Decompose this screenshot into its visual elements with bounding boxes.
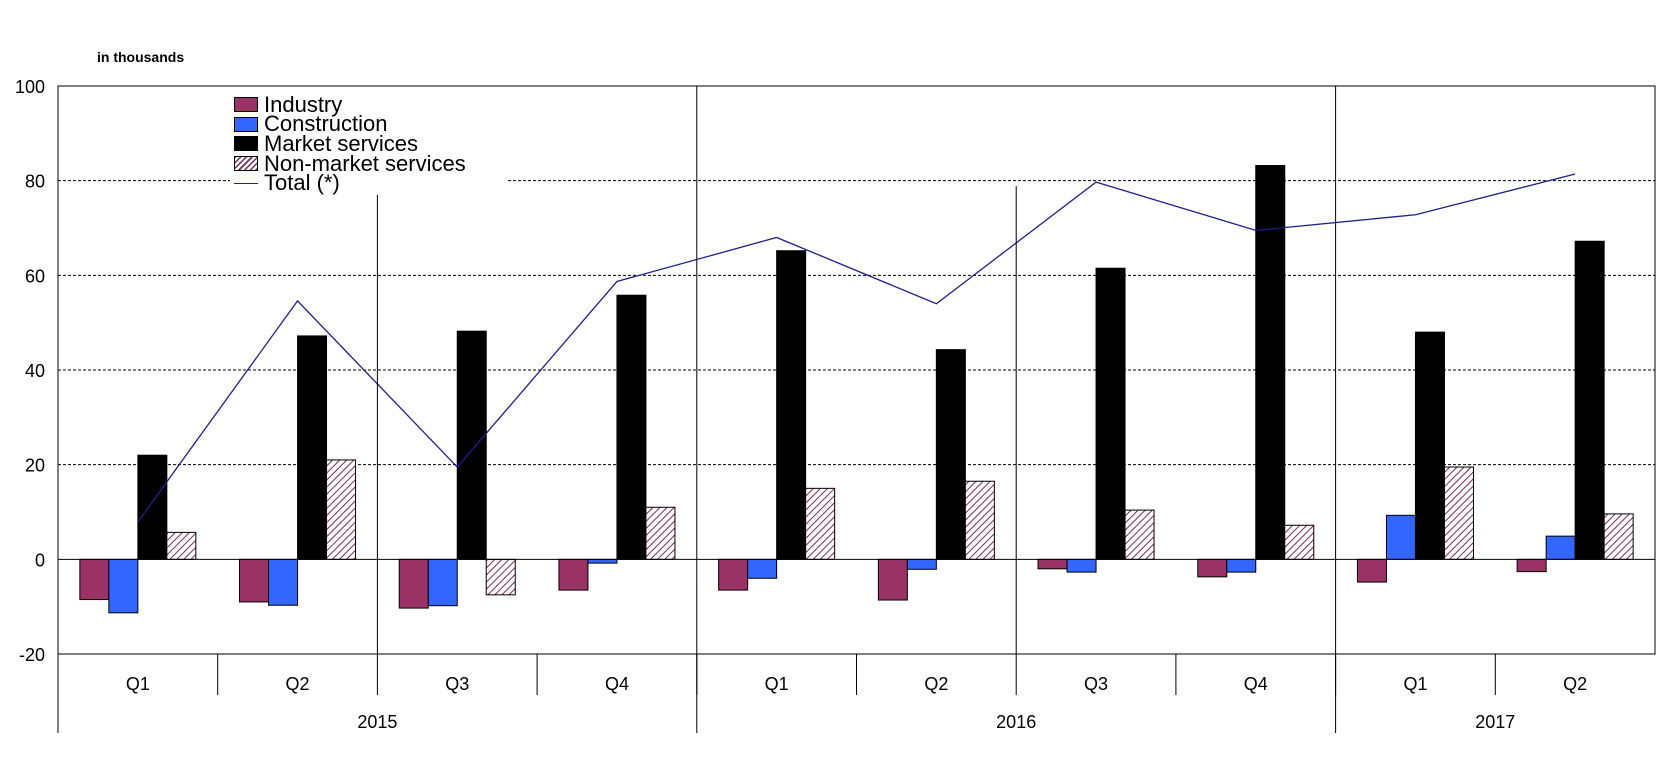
market-services-bar: [776, 250, 807, 560]
market-services-bar: [1414, 331, 1445, 560]
construction-bar: [747, 558, 778, 579]
legend-item-industry: Industry: [234, 91, 466, 117]
construction-bar: [587, 558, 618, 564]
market-services-bar: [616, 294, 647, 560]
non-market-services-bar: [1284, 524, 1315, 560]
non-market-services-bar: [166, 531, 197, 560]
industry-bar: [1516, 558, 1547, 573]
legend-item-construction: Construction: [234, 111, 466, 137]
y-tick-label: 60: [25, 266, 45, 286]
non-market-services-bar: [1603, 513, 1634, 560]
industry-bar: [558, 558, 589, 591]
total-line-swatch: [234, 182, 258, 184]
year-label: 2015: [357, 712, 397, 732]
y-tick-label: 0: [35, 550, 45, 570]
y-tick-label: 80: [25, 172, 45, 192]
market-services-bar: [935, 349, 966, 560]
industry-bar: [1197, 558, 1228, 578]
industry-bar: [398, 558, 429, 609]
market-services-bar: [1095, 267, 1126, 560]
legend-label: Non-market services: [264, 150, 466, 176]
industry-bar: [239, 558, 270, 603]
legend-label: Industry: [264, 91, 343, 117]
x-tick-label: Q3: [1084, 674, 1108, 694]
construction-bar: [1385, 514, 1416, 560]
construction-bar: [1545, 535, 1576, 560]
non-market-services-bar: [964, 480, 995, 560]
construction-bar: [1066, 558, 1097, 573]
industry-bar: [718, 558, 749, 591]
legend-item-market-services: Market services: [234, 130, 466, 156]
non-market-services-bar: [805, 487, 836, 560]
x-tick-label: Q1: [765, 674, 789, 694]
industry-bar: [1037, 558, 1068, 570]
x-tick-label: Q1: [126, 674, 150, 694]
non-market-services-bar: [326, 459, 357, 560]
construction-bar: [108, 558, 139, 614]
market-services-bar: [1255, 165, 1286, 560]
unit-label: in thousands: [97, 49, 185, 65]
non-market-services-bar: [645, 506, 676, 560]
non-market-services-bar: [1443, 466, 1474, 560]
market-services-bar: [137, 454, 168, 560]
year-label: 2017: [1475, 712, 1515, 732]
construction-bar: [427, 558, 458, 607]
non-market-services-bar: [485, 558, 516, 596]
x-tick-label: Q4: [1244, 674, 1268, 694]
y-tick-label: -20: [19, 645, 45, 665]
y-tick-label: 100: [15, 77, 45, 97]
market-services-bar: [456, 330, 487, 560]
legend-label: Market services: [264, 130, 419, 156]
non-market-services-bar: [1124, 509, 1155, 560]
y-tick-label: 40: [25, 361, 45, 381]
industry-bar: [1356, 558, 1387, 583]
construction-bar: [268, 558, 299, 606]
x-tick-label: Q2: [924, 674, 948, 694]
market-services-bar: [297, 335, 328, 560]
x-tick-label: Q3: [445, 674, 469, 694]
x-tick-label: Q4: [605, 674, 629, 694]
market-services-swatch: [234, 136, 258, 152]
construction-bar: [906, 558, 937, 570]
x-tick-label: Q1: [1403, 674, 1427, 694]
legend: Industry Construction Market services No…: [230, 93, 506, 195]
industry-swatch: [234, 97, 258, 113]
legend-item-total: Total (*): [234, 170, 466, 196]
non-market-services-swatch: [234, 156, 258, 172]
legend-label: Total (*): [264, 170, 340, 196]
x-tick-label: Q2: [1563, 674, 1587, 694]
construction-bar: [1226, 558, 1257, 573]
legend-item-non-market-services: Non-market services: [234, 150, 466, 176]
y-tick-label: 20: [25, 456, 45, 476]
x-tick-label: Q2: [286, 674, 310, 694]
industry-bar: [79, 558, 110, 601]
construction-swatch: [234, 116, 258, 132]
industry-bar: [877, 558, 908, 601]
market-services-bar: [1574, 240, 1605, 560]
year-label: 2016: [996, 712, 1036, 732]
legend-label: Construction: [264, 111, 388, 137]
